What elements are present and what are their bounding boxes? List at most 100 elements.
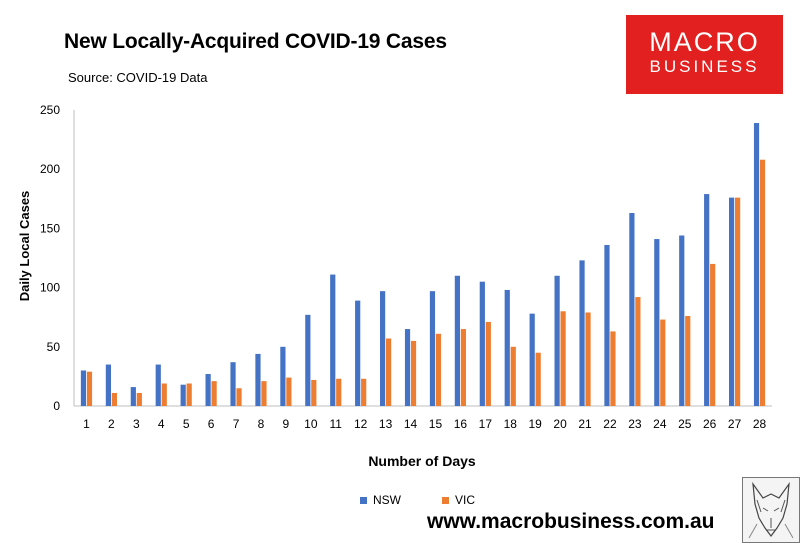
bar-vic: [386, 338, 392, 406]
bar-nsw: [230, 362, 236, 406]
bar-nsw: [554, 275, 560, 406]
bar-nsw: [454, 275, 460, 406]
x-tick-label: 27: [728, 417, 742, 431]
x-tick-label: 13: [379, 417, 393, 431]
bar-nsw: [305, 314, 311, 406]
bar-vic: [560, 311, 566, 406]
macrobusiness-logo: MACRO BUSINESS: [626, 15, 783, 94]
x-tick-label: 1: [83, 417, 90, 431]
bar-nsw: [604, 244, 610, 406]
x-axis-label: Number of Days: [368, 453, 476, 469]
bar-vic: [510, 346, 516, 406]
x-tick-label: 5: [183, 417, 190, 431]
bar-nsw: [404, 329, 411, 406]
y-tick-label: 150: [40, 221, 60, 235]
x-tick-label: 16: [454, 417, 468, 431]
bar-vic: [735, 197, 741, 406]
bar-vic: [610, 331, 616, 406]
legend-label-nsw: NSW: [373, 493, 401, 507]
bar-nsw: [729, 197, 735, 406]
bar-nsw: [280, 346, 286, 406]
legend-item-nsw: NSW: [360, 493, 401, 507]
bar-vic: [485, 321, 491, 406]
x-tick-label: 2: [108, 417, 115, 431]
website-url: www.macrobusiness.com.au: [427, 510, 715, 533]
x-tick-label: 8: [258, 417, 265, 431]
logo-line-2: BUSINESS: [649, 57, 760, 76]
bar-nsw: [355, 300, 361, 406]
x-tick-label: 21: [578, 417, 592, 431]
bar-vic: [435, 333, 442, 406]
x-tick-label: 19: [528, 417, 542, 431]
bar-nsw: [80, 370, 87, 406]
legend-item-vic: VIC: [442, 493, 475, 507]
bar-nsw: [380, 291, 386, 406]
bar-vic: [460, 329, 466, 406]
x-tick-label: 24: [653, 417, 667, 431]
bar-vic: [136, 392, 142, 406]
legend-swatch-vic: [442, 496, 449, 504]
bar-vic: [361, 378, 367, 406]
bar-nsw: [205, 374, 211, 406]
bar-nsw: [579, 260, 585, 406]
x-tick-label: 26: [703, 417, 717, 431]
bar-vic: [161, 383, 167, 406]
bar-vic: [759, 159, 766, 406]
bar-vic: [710, 263, 716, 406]
bar-vic: [311, 379, 317, 406]
x-tick-label: 12: [354, 417, 368, 431]
bar-nsw: [130, 387, 136, 406]
bar-nsw: [504, 289, 510, 406]
x-tick-label: 20: [553, 417, 567, 431]
y-axis: 0 50 100 150 200 250: [40, 103, 75, 413]
x-tick-label: 6: [208, 417, 215, 431]
bar-nsw: [654, 239, 660, 406]
x-tick-label: 11: [330, 417, 343, 431]
x-tick-label: 3: [133, 417, 140, 431]
legend-swatch-nsw: [360, 496, 367, 504]
legend-label-vic: VIC: [455, 493, 476, 507]
bars: [80, 123, 766, 407]
logo-line-1: MACRO: [649, 27, 760, 57]
x-tick-label: 15: [429, 417, 443, 431]
y-tick-label: 100: [40, 281, 60, 295]
chart-source: Source: COVID-19 Data: [68, 70, 208, 85]
bar-vic: [410, 340, 417, 406]
bar-vic: [286, 377, 292, 406]
bar-nsw: [105, 364, 111, 406]
bar-vic: [535, 352, 541, 406]
x-tick-label: 10: [304, 417, 318, 431]
x-tick-label: 7: [233, 417, 240, 431]
x-axis: 1 2 3 4 5 6 7 8 9 10 11 12 13 14 15 16 17 18 19 20 21 22 23 24 2…: [74, 405, 772, 431]
y-tick-label: 200: [40, 162, 60, 176]
x-tick-label: 14: [404, 417, 418, 431]
y-axis-label: Daily Local Cases: [17, 191, 32, 302]
bar-nsw: [629, 213, 635, 406]
bar-nsw: [529, 313, 535, 406]
bar-nsw: [429, 291, 436, 406]
bar-vic: [685, 316, 691, 406]
bar-vic: [86, 371, 93, 406]
bar-nsw: [330, 274, 336, 406]
bar-nsw: [704, 194, 710, 406]
bar-vic: [236, 388, 242, 406]
bar-nsw: [155, 364, 161, 406]
bar-nsw: [679, 235, 685, 406]
x-tick-label: 23: [628, 417, 642, 431]
bar-vic: [336, 378, 342, 406]
bar-nsw: [180, 384, 186, 406]
y-tick-label: 250: [40, 103, 60, 117]
x-tick-label: 25: [678, 417, 692, 431]
bar-vic: [585, 312, 591, 406]
x-tick-label: 28: [753, 417, 767, 431]
x-tick-label: 22: [603, 417, 617, 431]
bar-nsw: [753, 123, 760, 407]
x-tick-label: 17: [479, 417, 493, 431]
bar-vic: [111, 392, 117, 406]
bar-nsw: [255, 353, 261, 406]
x-tick-label: 4: [158, 417, 165, 431]
bar-vic: [660, 319, 666, 406]
y-tick-label: 0: [53, 399, 60, 413]
bar-nsw: [479, 281, 485, 406]
